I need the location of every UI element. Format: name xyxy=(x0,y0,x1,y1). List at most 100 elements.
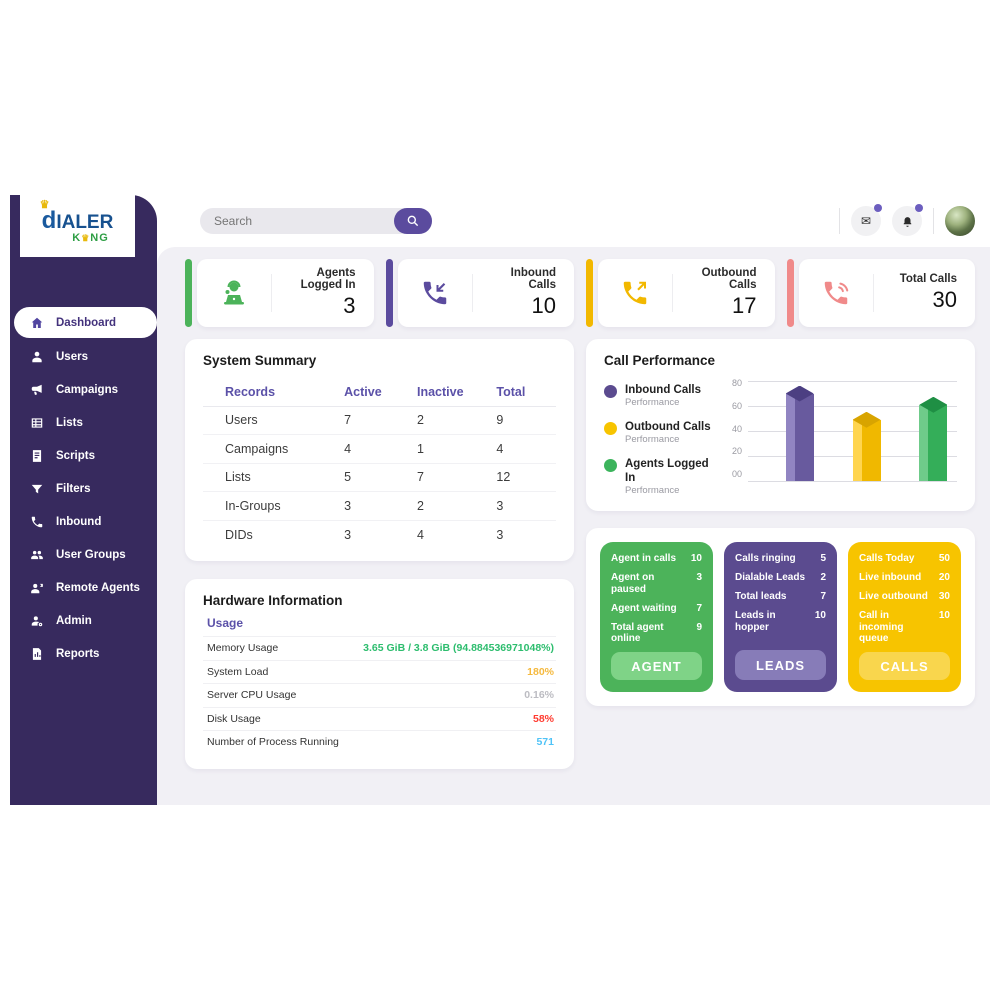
bell-icon xyxy=(903,216,911,227)
bar-outbound-calls xyxy=(852,411,881,481)
bar-agents-logged-in xyxy=(919,396,948,481)
calls-button[interactable]: CALLS xyxy=(859,652,950,680)
messages-button[interactable]: ✉ xyxy=(851,204,882,236)
home-icon xyxy=(31,317,43,328)
legend-item: Agents Logged In Performance xyxy=(604,458,722,496)
stat-value: 17 xyxy=(732,293,757,318)
topbar: ✉ xyxy=(157,195,990,247)
accent-bar xyxy=(586,259,593,327)
divider xyxy=(872,274,874,312)
hardware-rows: Memory Usage 3.65 GiB / 3.8 GiB (94.8845… xyxy=(203,636,556,754)
stat-card-total-calls: Total Calls 30 xyxy=(786,259,975,327)
crown-icon: ♛ xyxy=(81,232,91,243)
usage-section-label: Usage xyxy=(207,616,244,630)
panel-row: Call in incoming queue 10 xyxy=(859,610,950,644)
stat-card-inbound-calls: Inbound Calls 10 xyxy=(385,259,574,327)
bar-inbound-calls xyxy=(785,385,814,481)
hardware-row: Server CPU Usage 0.16% xyxy=(203,683,556,707)
phone-outbound-icon xyxy=(608,278,662,308)
sidebar-item-filters[interactable]: Filters xyxy=(14,472,157,505)
sidebar-item-inbound[interactable]: Inbound xyxy=(14,505,157,538)
sidebar-item-reports[interactable]: Reports xyxy=(14,637,157,670)
search-button[interactable] xyxy=(394,208,432,234)
panel-row: Dialable Leads 2 xyxy=(735,572,826,583)
phone-icon xyxy=(31,516,43,527)
divider xyxy=(839,208,840,234)
remote-agent-icon xyxy=(31,583,43,593)
legend-item: Outbound Calls Performance xyxy=(604,421,722,445)
notifications-button[interactable] xyxy=(892,204,923,236)
table-row: Campaigns 4 1 4 xyxy=(203,435,556,464)
stat-card-outbound-calls: Outbound Calls 17 xyxy=(586,259,775,327)
live-status-card: Agent in calls 10 Agent on paused 3 Agent … xyxy=(586,528,975,706)
call-performance-card: Call Performance Inbound Calls Performanc… xyxy=(586,339,975,511)
divider xyxy=(471,274,473,312)
crown-icon: ♛ xyxy=(39,198,50,211)
stat-label: Total Calls xyxy=(899,273,957,285)
sidebar-item-admin[interactable]: Admin xyxy=(14,604,157,637)
legend-dot-icon xyxy=(604,422,617,436)
content: Agents Logged In 3 Inbound Calls xyxy=(157,247,990,805)
sidebar-nav: Dashboard Users Campaigns Lists Scripts … xyxy=(10,307,157,670)
topbar-actions: ✉ xyxy=(839,204,975,236)
gridline xyxy=(748,406,957,407)
accent-bar xyxy=(385,259,393,327)
process-count-value: 571 xyxy=(536,736,554,749)
stat-value: 30 xyxy=(932,287,957,312)
system-load-value: 180% xyxy=(527,665,554,678)
stat-label: Outbound Calls xyxy=(701,267,757,291)
system-summary-title: System Summary xyxy=(203,353,317,368)
gridline xyxy=(748,481,957,482)
chart-plot-area xyxy=(748,381,957,482)
stat-value: 3 xyxy=(343,293,356,318)
main-area: ✉ xyxy=(157,195,990,805)
filter-icon xyxy=(31,484,43,493)
sidebar-item-users[interactable]: Users xyxy=(14,340,157,373)
megaphone-icon xyxy=(31,384,42,395)
table-row: DIDs 3 4 3 xyxy=(225,527,504,542)
sidebar-item-lists[interactable]: Lists xyxy=(14,406,157,439)
brand-logo[interactable]: ♛ dIALER K♛NG xyxy=(20,195,135,257)
stats-row: Agents Logged In 3 Inbound Calls xyxy=(185,259,975,327)
gridline xyxy=(748,381,957,382)
cpu-usage-value: 0.16% xyxy=(524,689,554,702)
hardware-row: Memory Usage 3.65 GiB / 3.8 GiB (94.8845… xyxy=(203,636,556,660)
panel-row: Agent on paused 3 xyxy=(611,572,702,595)
script-icon xyxy=(32,449,42,462)
sidebar-item-campaigns[interactable]: Campaigns xyxy=(14,373,157,406)
notification-dot xyxy=(915,204,923,212)
legend-dot-icon xyxy=(604,459,617,473)
search-bar xyxy=(200,208,432,234)
panel-row: Leads in hopper 10 xyxy=(735,610,826,633)
sidebar-item-dashboard[interactable]: Dashboard xyxy=(14,307,157,338)
admin-icon xyxy=(31,615,43,626)
calls-panel: Calls Today 50 Live inbound 20 Live outbou… xyxy=(848,542,961,692)
phone-ringing-icon xyxy=(809,278,863,308)
table-row: Users 7 2 9 xyxy=(203,407,556,435)
table-row: Lists 5 7 12 xyxy=(203,464,556,492)
search-icon xyxy=(407,215,419,227)
panel-row: Agent waiting 7 xyxy=(611,602,702,614)
sidebar: ♛ dIALER K♛NG Dashboard Users Campaigns L… xyxy=(10,195,157,805)
table-header-row: Records Active Inactive Total xyxy=(203,378,556,407)
agent-panel: Agent in calls 10 Agent on paused 3 Agent … xyxy=(600,542,713,692)
panel-row: Total agent online 9 xyxy=(611,621,702,645)
hardware-row: Number of Process Running 571 xyxy=(203,730,556,754)
list-icon xyxy=(31,417,43,428)
sidebar-item-scripts[interactable]: Scripts xyxy=(14,439,157,472)
panel-row: Agent in calls 10 xyxy=(611,553,702,564)
agent-laptop-icon xyxy=(207,277,261,309)
panel-row: Calls ringing 5 xyxy=(735,553,826,564)
sidebar-item-user-groups[interactable]: User Groups xyxy=(14,538,157,571)
accent-bar xyxy=(185,259,192,327)
agent-button[interactable]: AGENT xyxy=(611,652,702,680)
disk-usage-value: 58% xyxy=(532,712,554,725)
sidebar-item-remote-agents[interactable]: Remote Agents xyxy=(14,571,157,604)
table-row: In-Groups 3 2 3 xyxy=(203,492,556,521)
memory-usage-value: 3.65 GiB / 3.8 GiB (94.884536971048%) xyxy=(363,642,554,655)
leads-button[interactable]: LEADS xyxy=(735,650,826,680)
chart-legend: Inbound Calls Performance Outbound Calls P… xyxy=(604,378,722,496)
user-avatar[interactable] xyxy=(945,206,975,236)
search-input[interactable] xyxy=(200,214,394,228)
legend-dot-icon xyxy=(604,385,617,398)
